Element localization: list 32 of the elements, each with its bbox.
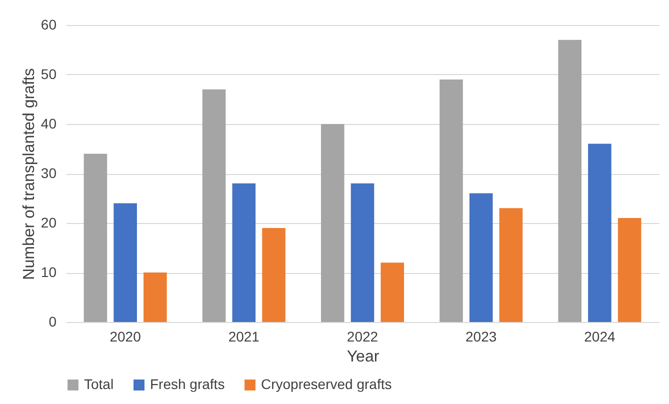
y-tick-label: 60 — [40, 16, 57, 32]
y-tick-label: 0 — [48, 314, 57, 330]
bar — [558, 40, 582, 322]
bar — [588, 144, 612, 322]
y-tick-label: 10 — [40, 264, 57, 280]
bar — [350, 183, 374, 322]
x-tick-label: 2022 — [346, 328, 378, 344]
bar — [114, 203, 137, 322]
bar — [469, 193, 493, 322]
bar — [440, 79, 463, 322]
bar — [380, 262, 404, 322]
bar — [618, 218, 642, 322]
bar — [84, 154, 108, 322]
y-tick-label: 40 — [40, 116, 57, 132]
y-tick-label: 30 — [40, 165, 57, 181]
bar — [232, 183, 256, 322]
bar — [499, 208, 523, 322]
x-tick-label: 2021 — [228, 328, 260, 344]
bar — [320, 124, 344, 322]
y-tick-label: 20 — [40, 214, 57, 230]
bar — [144, 272, 167, 322]
legend-label: Cryopreserved grafts — [261, 376, 392, 392]
y-axis-title: Number of transplanted grafts — [20, 68, 38, 280]
legend-label: Fresh grafts — [150, 376, 225, 392]
x-tick-label: 2024 — [584, 328, 616, 344]
legend-label: Total — [84, 376, 114, 392]
bar — [262, 228, 286, 322]
bar — [202, 89, 226, 322]
x-axis-title: Year — [346, 348, 380, 366]
y-tick-label: 50 — [40, 66, 57, 82]
x-tick-label: 2023 — [466, 328, 497, 344]
x-tick-label: 2020 — [110, 328, 142, 344]
